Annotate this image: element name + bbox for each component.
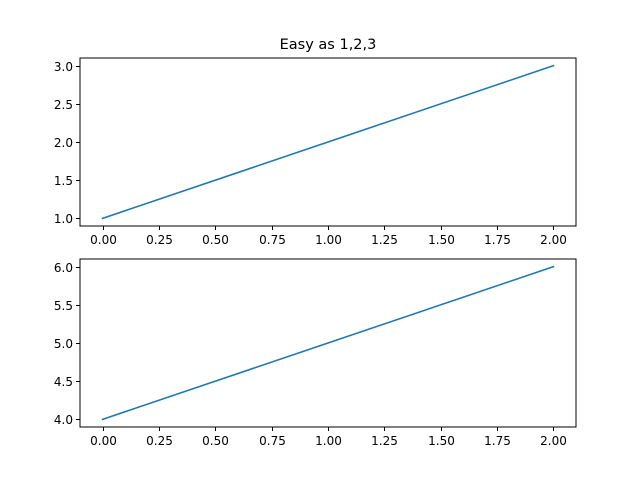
x-tick-label: 1.00 xyxy=(315,233,342,247)
x-tick-label: 0.50 xyxy=(202,434,229,448)
y-tick-label: 5.0 xyxy=(54,337,73,351)
x-tick-label: 1.75 xyxy=(484,434,511,448)
subplot-2: 0.00 0.25 0.50 0.75 1.00 1.25 1.50 1.75 2.00 4.0 4… xyxy=(54,258,577,448)
x-tick-label: 1.50 xyxy=(428,434,455,448)
y-tick-label: 6.0 xyxy=(54,261,73,275)
chart-title: Easy as 1,2,3 xyxy=(280,37,377,53)
x-tick-label: 1.50 xyxy=(428,233,455,247)
y-tick-label: 5.5 xyxy=(54,299,73,313)
x-tick-label: 0.75 xyxy=(259,434,286,448)
y-tick-label: 1.0 xyxy=(54,212,73,226)
x-tick-label: 0.00 xyxy=(90,434,117,448)
x-tick-label: 0.75 xyxy=(259,233,286,247)
y-tick-label: 4.5 xyxy=(54,375,73,389)
x-tick-label: 1.25 xyxy=(371,233,398,247)
x-tick-label: 0.50 xyxy=(202,233,229,247)
subplot-1: Easy as 1,2,3 0.00 0.25 0.50 0.75 1.00 1.25 1.5… xyxy=(54,37,577,247)
y-tick-label: 1.5 xyxy=(54,174,73,188)
x-tick-label: 1.00 xyxy=(315,434,342,448)
y-tick-label: 2.0 xyxy=(54,136,73,150)
x-tick-label: 1.25 xyxy=(371,434,398,448)
y-tick-label: 3.0 xyxy=(54,60,73,74)
x-tick-label: 2.00 xyxy=(540,233,567,247)
x-tick-label: 1.75 xyxy=(484,233,511,247)
series-line-2-1 xyxy=(101,265,555,421)
x-tick-label: 2.00 xyxy=(540,434,567,448)
x-tick-label: 0.25 xyxy=(146,233,173,247)
y-tick-label: 4.0 xyxy=(54,413,73,427)
y-tick-label: 2.5 xyxy=(54,98,73,112)
x-tick-label: 0.00 xyxy=(90,233,117,247)
series-line-1-1 xyxy=(101,64,555,220)
x-tick-label: 0.25 xyxy=(146,434,173,448)
